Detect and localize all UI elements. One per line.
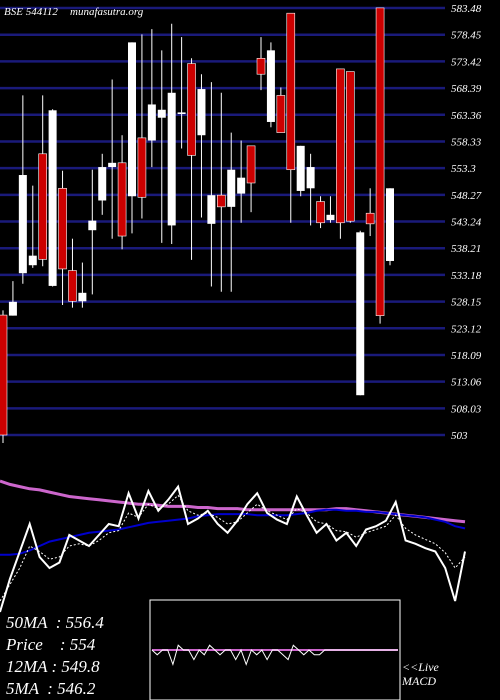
candle-up — [48, 110, 57, 286]
y-tick-label: 573.42 — [451, 56, 482, 68]
macd-label: MACD — [402, 674, 436, 688]
candle-up — [326, 214, 335, 221]
stat-5ma-label: 5MA — [6, 679, 39, 698]
y-tick-label: 518.09 — [451, 350, 482, 362]
stat-12ma: 12MA : 549.8 — [6, 657, 100, 676]
candle-down — [375, 7, 385, 316]
y-tick-label: 583.48 — [451, 3, 482, 15]
candle-up — [18, 175, 27, 274]
candle-down — [117, 162, 127, 237]
site-watermark: munafasutra.org — [70, 6, 144, 18]
candle-up — [266, 50, 275, 122]
candle-down — [276, 95, 286, 133]
candle-down — [365, 212, 375, 225]
candle-up — [8, 301, 17, 316]
macd-panel — [151, 644, 398, 667]
y-tick-label: 578.45 — [451, 30, 482, 42]
candle-up — [128, 42, 136, 197]
candle-up — [237, 177, 246, 194]
candlestick-series — [0, 7, 394, 443]
candle-down — [38, 153, 47, 260]
stat-5ma: 5MA : 546.2 — [6, 679, 96, 698]
candle-down — [137, 137, 147, 198]
candle-up — [227, 169, 236, 207]
candle-up — [207, 195, 216, 224]
candle-up — [157, 109, 166, 118]
stat-5ma-value: 546.2 — [57, 679, 96, 698]
moving-average-panel — [0, 479, 466, 613]
candle-up — [296, 145, 305, 191]
candle-up — [386, 188, 394, 261]
stat-12ma-label: 12MA — [6, 657, 48, 676]
stat-price-value: 554 — [69, 635, 96, 654]
candle-down — [68, 270, 77, 302]
y-tick-label: 558.33 — [451, 136, 482, 148]
stat-price: Price : 554 — [6, 635, 96, 654]
stats-panel: 50MA : 556.4 Price : 554 12MA : 549.8 5M… — [6, 612, 104, 700]
candle-down — [316, 201, 325, 224]
candle-down — [217, 194, 226, 208]
stat-price-label: Price — [6, 635, 43, 654]
candle-down — [58, 187, 67, 270]
candle-up — [108, 162, 117, 168]
ma-mid-line — [0, 508, 466, 556]
candle-up — [28, 255, 37, 266]
y-tick-label: 523.12 — [451, 323, 482, 335]
candle-up — [147, 104, 156, 141]
candle-up — [78, 292, 87, 302]
candle-up — [306, 167, 315, 189]
candle-down — [346, 71, 355, 222]
y-tick-label: 538.21 — [451, 243, 481, 255]
y-tick-label: 528.15 — [451, 297, 482, 309]
y-tick-label: 508.03 — [451, 403, 482, 415]
candle-down — [187, 63, 196, 156]
ma-dotted-line — [0, 494, 466, 602]
candle-down — [246, 145, 256, 184]
y-tick-label: 503 — [451, 430, 468, 442]
candle-up — [167, 92, 176, 226]
live-macd-label: <<Live MACD — [402, 660, 439, 688]
candle-down — [336, 68, 345, 224]
y-tick-label: 513.06 — [451, 377, 482, 389]
live-link[interactable]: <<Live — [402, 660, 439, 674]
y-tick-label: 553.3 — [451, 163, 476, 175]
candle-down — [256, 57, 266, 75]
stat-50ma-label: 50MA — [6, 613, 48, 632]
y-tick-labels: 583.48 578.45 573.42 568.39 563.36 558.33 553.… — [451, 3, 482, 442]
ma-fast-line — [0, 484, 466, 613]
ticker-title: BSE 544112 — [4, 6, 58, 18]
macd-panel-frame — [149, 599, 401, 700]
candle-up — [356, 232, 365, 396]
macd-white-series — [151, 644, 398, 667]
candle-up — [177, 112, 186, 115]
y-tick-label: 533.18 — [451, 270, 482, 282]
y-tick-label: 563.36 — [451, 110, 482, 122]
candle-up — [88, 220, 97, 231]
stat-12ma-value: 549.8 — [61, 657, 100, 676]
y-tick-label: 548.27 — [451, 190, 482, 202]
y-tick-label: 568.39 — [451, 83, 482, 95]
candle-down — [0, 314, 8, 436]
stat-50ma: 50MA : 556.4 — [6, 613, 104, 632]
candle-up — [197, 89, 206, 136]
candle-up — [98, 167, 107, 201]
y-tick-label: 543.24 — [451, 217, 482, 229]
stat-50ma-value: 556.4 — [65, 613, 104, 632]
candle-down — [286, 12, 296, 171]
